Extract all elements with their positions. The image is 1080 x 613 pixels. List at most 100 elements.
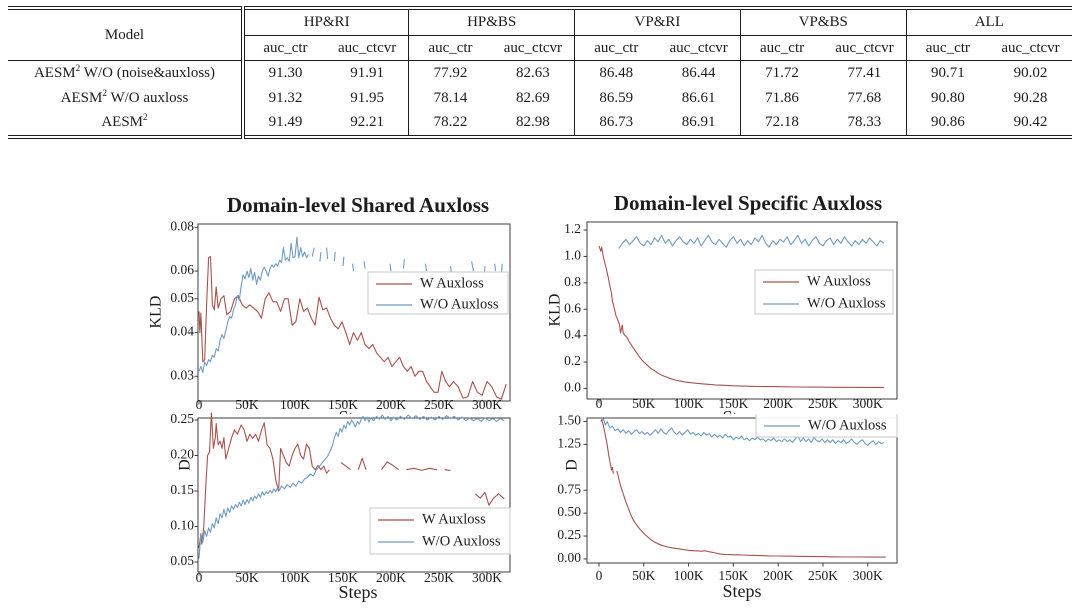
table-row: AESM2 91.49 92.21 78.22 82.98 86.73 86.91 72.18… [8, 110, 1072, 137]
x-tick-label: 150K [718, 568, 748, 583]
metric-value: 71.72 [739, 60, 824, 86]
sub-header: auc_ctcvr [325, 35, 409, 61]
legend-box [754, 269, 894, 315]
x-tick-label: 0 [596, 396, 603, 411]
y-tick-label: 0.50 [557, 504, 581, 519]
x-tick-label: 50K [632, 568, 656, 583]
series-line [616, 470, 886, 558]
series-w-auxloss [600, 419, 886, 558]
model-name: AESM2 W/O (noise&auxloss) [8, 60, 245, 86]
series-line [475, 491, 505, 506]
model-name: AESM2 W/O auxloss [8, 85, 245, 110]
series-line [380, 461, 399, 471]
metric-value: 86.44 [681, 65, 716, 81]
sub-header: auc_ctr [905, 35, 990, 61]
y-tick-label: 0.4 [564, 327, 581, 342]
chart-shared-kld: Domain-level Shared AuxlossKLDSteps0.080… [148, 193, 511, 427]
metric-value: 90.28 [1013, 89, 1048, 106]
series-line [319, 252, 322, 262]
legend-box [755, 414, 898, 438]
series-line [340, 462, 351, 471]
legend: W Auxloss W/O Auxloss [367, 271, 509, 315]
series-line [198, 236, 309, 373]
y-tick-label: 0.0 [564, 380, 581, 395]
metric-value: 86.73 [574, 110, 658, 137]
series-line [444, 469, 451, 471]
sub-header: auc_ctr [574, 35, 658, 61]
x-tick-label: 200K [763, 568, 793, 583]
legend-item-label: W/O Auxloss [422, 533, 501, 549]
sub-header: auc_ctcvr [491, 35, 575, 61]
y-tick-label: 0.10 [170, 518, 194, 533]
chart-specific-kld-2: D Steps 1.50 1.25 0.75 0.50 0.25 0.00 0 50K 100K 15… [557, 413, 898, 601]
group-header: HP&RI [243, 8, 409, 36]
metric-value: 86.48 [574, 60, 658, 86]
x-tick-label: 200K [763, 396, 793, 411]
x-tick-label: 300K [853, 396, 883, 411]
x-tick-label: 0 [196, 570, 203, 585]
series-line [198, 412, 330, 548]
x-tick-label: 150K [328, 570, 358, 585]
results-table: Model HP&RI HP&BS VP&RI VP&BS ALL auc_ctr auc_c… [8, 6, 1072, 139]
y-tick-labels: 0.08 0.06 0.05 0.04 0.03 [170, 218, 194, 382]
metric-value: 90.42 [1013, 114, 1048, 130]
sub-header: auc_ctcvr [989, 35, 1072, 61]
series-line [618, 234, 885, 249]
y-tick-label: 0.05 [170, 553, 194, 568]
chart-title: Domain-level Shared Auxloss [227, 193, 489, 217]
x-axis-label: Steps [722, 407, 761, 427]
metric-value: 90.86 [905, 110, 990, 137]
sub-header: auc_ctcvr [823, 35, 907, 61]
series-line [333, 252, 336, 262]
legend: W Auxloss W/O Auxloss [369, 507, 511, 555]
y-tick-label: 1.50 [557, 413, 581, 428]
x-tick-label: 250K [808, 396, 838, 411]
y-tick-label: 0.25 [557, 527, 581, 542]
table-row: AESM2 W/O (noise&auxloss) 91.30 91.91 77.92… [8, 60, 1072, 86]
plot-box [586, 221, 898, 400]
y-tick-label: 0.06 [170, 262, 194, 277]
sub-header: auc_ctr [739, 35, 824, 61]
legend-item-label: W Auxloss [422, 511, 486, 527]
metric-value: 86.91 [681, 114, 716, 130]
x-tick-label: 50K [235, 397, 259, 412]
series-line [357, 457, 367, 470]
legend: W Auxloss W/O Auxloss [754, 269, 894, 315]
x-tick-label: 0 [596, 568, 603, 583]
y-tick-label: 0.05 [170, 290, 194, 305]
metric-value: 82.98 [515, 114, 550, 130]
metric-value: 78.22 [408, 110, 492, 137]
plot-box [197, 417, 511, 573]
x-axis-label: Steps [338, 407, 377, 427]
metric-value: 91.30 [268, 65, 303, 81]
series-line [601, 418, 885, 446]
y-tick-label: 1.0 [564, 248, 581, 263]
series-line [342, 256, 345, 267]
group-header: VP&RI [574, 8, 741, 36]
series-line [471, 261, 475, 272]
legend-box [367, 271, 509, 315]
y-tick-labels: 1.2 1.0 0.8 0.6 0.4 0.2 0.0 [564, 221, 581, 394]
y-axis-label: KLD [547, 294, 564, 327]
y-tick-label: 0.04 [170, 324, 194, 339]
group-header: ALL [905, 8, 1072, 36]
series-line [494, 263, 497, 272]
metric-value: 86.59 [574, 85, 658, 110]
x-tick-label: 200K [376, 570, 406, 585]
y-tick-label: 0.6 [564, 300, 581, 315]
y-axis-label: KLD [148, 296, 165, 329]
metric-value: 71.86 [739, 85, 824, 110]
x-tick-label: 150K [718, 396, 748, 411]
series-w-o-auxloss [198, 236, 503, 373]
y-tick-label: 0.20 [170, 447, 194, 462]
series-line [424, 263, 428, 272]
chart-title: Domain-level Specific Auxloss [614, 191, 882, 215]
metric-value: 78.14 [408, 85, 492, 110]
x-tick-label: 100K [674, 396, 704, 411]
legend-item-label: W Auxloss [807, 273, 871, 289]
metric-value: 92.21 [350, 114, 384, 130]
x-tick-label: 50K [632, 396, 656, 411]
series-line [389, 263, 392, 272]
metric-value: 72.18 [739, 110, 824, 137]
